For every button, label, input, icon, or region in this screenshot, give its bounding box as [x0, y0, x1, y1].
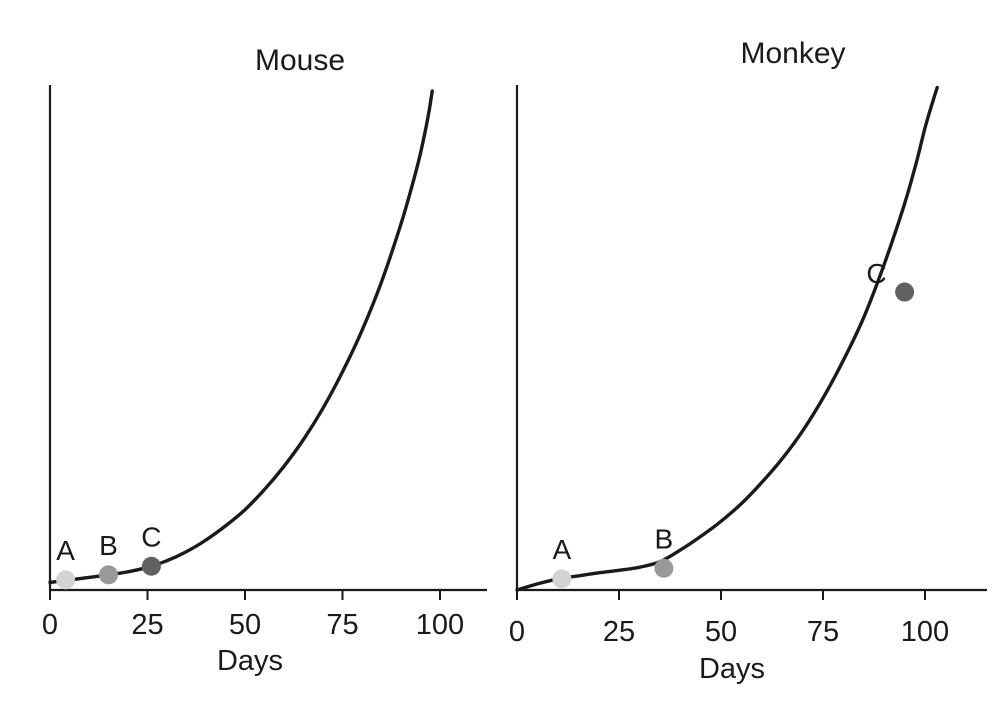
mouse-x-tick-label: 100: [416, 609, 464, 641]
monkey-x-tick-label: 75: [807, 616, 839, 648]
monkey-x-tick-label: 25: [603, 616, 635, 648]
monkey-x-tick-label: 100: [901, 616, 949, 648]
mouse-point-a: [56, 570, 76, 590]
mouse-growth-curve: [48, 89, 434, 585]
monkey-point-label-c: C: [866, 258, 886, 289]
monkey-point-c: [895, 282, 915, 302]
mouse-point-c: [141, 556, 161, 576]
monkey-x-axis-label: Days: [699, 653, 765, 685]
monkey-point-label-a: A: [553, 534, 572, 565]
monkey-point-b: [654, 558, 674, 578]
monkey-x-tick-label: 50: [705, 616, 737, 648]
mouse-x-tick-label: 50: [229, 609, 261, 641]
monkey-growth-curve: [515, 85, 939, 592]
monkey-chart: Monkey 0 25 50 75 100 Days A B C: [509, 37, 987, 685]
mouse-chart: Mouse 0 25 50 75 100 Days A B C: [42, 44, 487, 677]
monkey-point-label-b: B: [655, 523, 674, 554]
mouse-point-label-a: A: [56, 535, 75, 566]
mouse-x-tick-label: 25: [131, 609, 163, 641]
mouse-x-axis-label: Days: [217, 645, 283, 677]
mouse-x-tick-label: 0: [42, 609, 58, 641]
mouse-point-b: [99, 565, 118, 585]
monkey-x-tick-label: 0: [509, 616, 525, 648]
mouse-chart-title: Mouse: [255, 44, 345, 77]
mouse-point-label-c: C: [141, 521, 161, 552]
monkey-chart-title: Monkey: [740, 37, 845, 70]
monkey-point-a: [552, 569, 572, 589]
mouse-point-label-b: B: [99, 530, 118, 561]
mouse-x-tick-label: 75: [326, 609, 358, 641]
